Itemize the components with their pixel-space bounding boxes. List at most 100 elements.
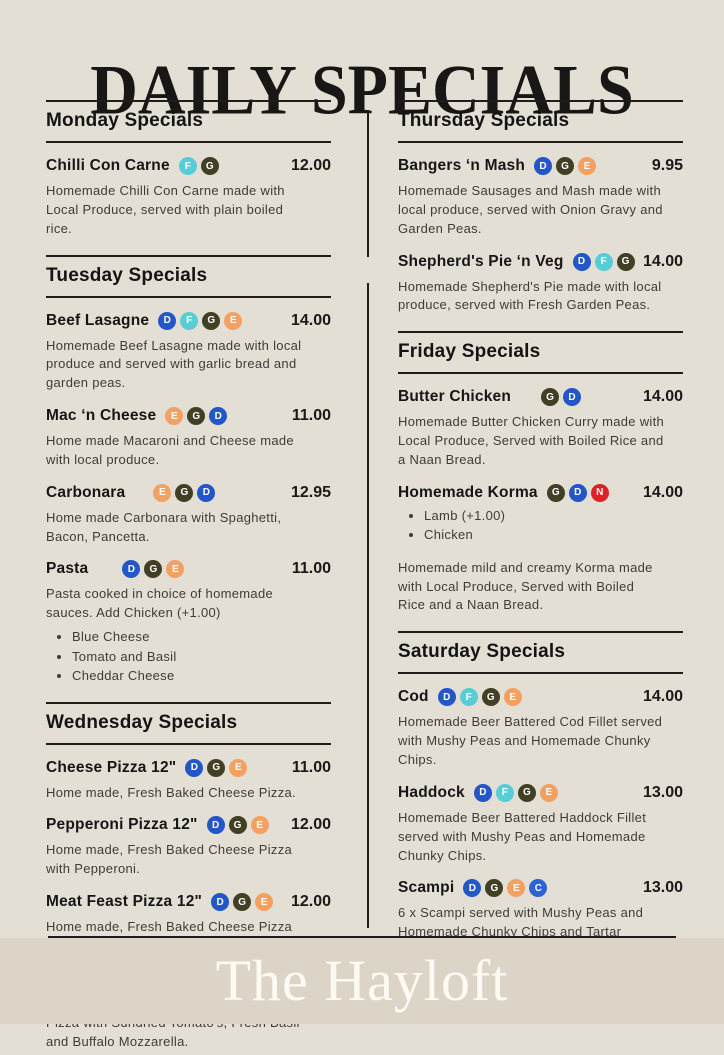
menu-item: Haddock D F G E 13.00 Homemade Beer Batt… [398, 783, 683, 866]
item-row: Scampi D G E C 13.00 [398, 879, 683, 898]
allergen-badge-icon: G [200, 157, 219, 175]
item-description: Homemade Chilli Con Carne made with Loca… [46, 183, 285, 236]
item-name: Mac ‘n Cheese [46, 407, 157, 425]
allergen-badge-icon: G [175, 483, 194, 502]
allergen-badge-icon: D [572, 252, 591, 271]
allergen-badges: D F G E [158, 311, 246, 330]
allergen-badge-icon: G [481, 688, 500, 707]
column-divider-bottom [367, 283, 369, 928]
item-description: Homemade mild and creamy Korma made with… [398, 559, 653, 613]
menu-item: Bangers ‘n Mash D G E 9.95 Homemade Saus… [398, 157, 683, 239]
section-heading: Thursday Specials [398, 100, 683, 143]
allergen-badges: D F G [572, 252, 639, 271]
allergen-badges: D G E [206, 816, 273, 835]
item-row: Cod D F G E 14.00 [398, 688, 683, 707]
allergen-badges: D G E C [463, 879, 551, 898]
allergen-badges: F G [178, 157, 223, 175]
item-row: Beef Lasagne D F G E 14.00 [46, 311, 331, 330]
allergen-badge-icon: E [503, 688, 522, 707]
section-heading: Saturday Specials [398, 631, 683, 675]
allergen-badges: G D [541, 388, 585, 407]
section-heading: Wednesday Specials [46, 701, 331, 745]
item-name: Butter Chicken [398, 388, 512, 406]
item-description: Homemade Shepherd's Pie made with local … [398, 278, 662, 313]
allergen-badge-icon: G [541, 388, 560, 407]
item-description: Home made Carbonara with Spaghetti, Baco… [46, 509, 282, 544]
section-saturday: Saturday Specials Cod D F G E 14.00 Home… [398, 631, 683, 961]
item-price: 14.00 [642, 688, 683, 706]
item-name: Pepperoni Pizza 12" [46, 816, 198, 834]
item-row: Cheese Pizza 12" D G E 11.00 [46, 758, 331, 777]
item-price: 12.95 [290, 483, 331, 501]
item-row: Chilli Con Carne F G 12.00 [46, 157, 331, 175]
item-price: 11.00 [291, 560, 331, 578]
section-heading: Tuesday Specials [46, 254, 331, 298]
item-price: 14.00 [290, 311, 331, 329]
allergen-badge-icon: G [233, 893, 252, 912]
item-row: Bangers ‘n Mash D G E 9.95 [398, 157, 683, 175]
right-column: Thursday Specials Bangers ‘n Mash D G E … [398, 100, 683, 965]
menu-item: Scampi D G E C 13.00 6 x Scampi served w… [398, 879, 683, 961]
item-price: 14.00 [642, 388, 683, 406]
item-description: Homemade Beef Lasagne made with local pr… [46, 337, 302, 391]
allergen-badge-icon: F [178, 157, 197, 175]
item-row: Butter Chicken G D 14.00 [398, 388, 683, 407]
allergen-badges: G D N [546, 483, 613, 502]
item-option: Blue Cheese [72, 627, 331, 647]
item-price: 12.00 [290, 157, 331, 174]
section-thursday: Thursday Specials Bangers ‘n Mash D G E … [398, 100, 683, 315]
footer-band [0, 938, 724, 1024]
allergen-badge-icon: D [185, 758, 204, 777]
allergen-badge-icon: N [590, 483, 609, 502]
item-description: Home made, Fresh Baked Cheese Pizza. [46, 784, 296, 800]
allergen-badge-icon: D [437, 688, 456, 707]
allergen-badge-icon: D [209, 407, 228, 426]
allergen-badges: D G E [211, 893, 277, 912]
item-option: Lamb (+1.00) [424, 506, 683, 526]
section-heading: Friday Specials [398, 331, 683, 375]
item-options: Lamb (+1.00) Chicken [398, 506, 683, 545]
item-row: Shepherd's Pie ‘n Veg D F G 14.00 [398, 252, 683, 271]
item-option: Tomato and Basil [72, 647, 331, 667]
footer-rule [48, 936, 676, 938]
item-options: Blue Cheese Tomato and Basil Cheddar Che… [46, 627, 331, 686]
item-price: 14.00 [642, 252, 683, 270]
allergen-badge-icon: C [529, 879, 548, 898]
item-description: Homemade Butter Chicken Curry made with … [398, 414, 665, 467]
allergen-badge-icon: E [507, 879, 526, 898]
allergen-badge-icon: D [158, 311, 177, 330]
menu-item: Butter Chicken G D 14.00 Homemade Butter… [398, 388, 683, 470]
item-row: Mac ‘n Cheese E G D 11.00 [46, 407, 331, 426]
allergen-badge-icon: F [495, 783, 514, 802]
allergen-badges: E G D [153, 483, 219, 502]
allergen-badge-icon: G [144, 560, 163, 579]
item-name: Bangers ‘n Mash [398, 157, 526, 174]
item-name: Pasta [46, 560, 89, 578]
item-row: Carbonara E G D 12.95 [46, 483, 331, 502]
item-price: 12.00 [290, 893, 331, 911]
item-name: Homemade Korma [398, 483, 538, 501]
menu-item: Cod D F G E 14.00 Homemade Beer Battered… [398, 688, 683, 770]
menu-item: Mac ‘n Cheese E G D 11.00 Home made Maca… [46, 407, 331, 470]
allergen-badge-icon: D [122, 560, 141, 579]
allergen-badge-icon: F [594, 252, 613, 271]
item-price: 11.00 [291, 758, 331, 776]
item-row: Meat Feast Pizza 12" D G E 12.00 [46, 893, 331, 912]
item-name: Cheese Pizza 12" [46, 758, 177, 776]
item-name: Beef Lasagne [46, 311, 150, 329]
item-description: Home made, Fresh Baked Cheese Pizza with… [46, 842, 293, 877]
menu-item: Homemade Korma G D N 14.00 Lamb (+1.00) … [398, 483, 683, 616]
allergen-badge-icon: D [206, 816, 225, 835]
allergen-badge-icon: D [568, 483, 587, 502]
item-price: 12.00 [290, 816, 331, 834]
item-name: Meat Feast Pizza 12" [46, 893, 203, 911]
section-heading: Monday Specials [46, 100, 331, 143]
item-option: Chicken [424, 525, 683, 545]
allergen-badge-icon: F [180, 311, 199, 330]
allergen-badge-icon: D [463, 879, 482, 898]
item-name: Shepherd's Pie ‘n Veg [398, 252, 564, 270]
allergen-badge-icon: E [578, 157, 597, 175]
allergen-badge-icon: E [165, 407, 184, 426]
item-price: 14.00 [642, 483, 683, 501]
allergen-badge-icon: G [228, 816, 247, 835]
